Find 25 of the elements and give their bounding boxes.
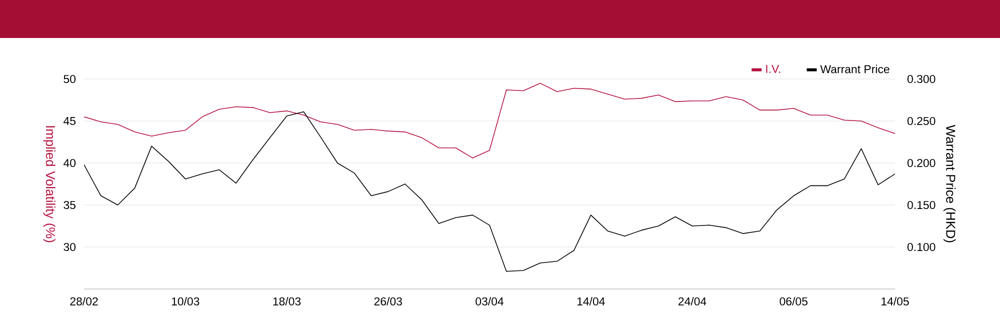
y2-axis-title: Warrant Price (HKD) (944, 124, 956, 242)
line-series (84, 111, 896, 272)
x-tick-label: 28/02 (70, 297, 98, 306)
y2-tick-label: 0.300 (907, 74, 936, 84)
x-tick-label: 26/03 (374, 297, 402, 306)
x-tick-label: 10/03 (172, 297, 200, 306)
legend-label: Warrant Price (820, 64, 890, 74)
y2-tick-label: 0.250 (907, 116, 936, 126)
x-tick-label: 24/04 (678, 297, 706, 306)
x-tick-label: 14/04 (577, 297, 605, 306)
y-axis-title: Implied Volatility (%) (43, 126, 56, 242)
y2-tick-label: 0.150 (907, 200, 936, 210)
x-tick-label: 18/03 (273, 297, 301, 306)
y2-tick-label: 0.200 (907, 158, 936, 168)
y-tick-label: 40 (64, 158, 76, 168)
y2-tick-label: 0.100 (907, 242, 936, 252)
line-series (84, 82, 896, 158)
y-tick-label: 30 (64, 242, 76, 252)
x-tick-label: 06/05 (780, 297, 808, 306)
legend-label: I.V. (766, 65, 780, 73)
y-tick-label: 35 (64, 200, 76, 210)
x-tick-label: 14/05 (882, 297, 909, 306)
y-tick-label: 45 (64, 117, 76, 125)
y-tick-label: 50 (64, 74, 76, 84)
x-tick-label: 03/04 (476, 297, 504, 306)
